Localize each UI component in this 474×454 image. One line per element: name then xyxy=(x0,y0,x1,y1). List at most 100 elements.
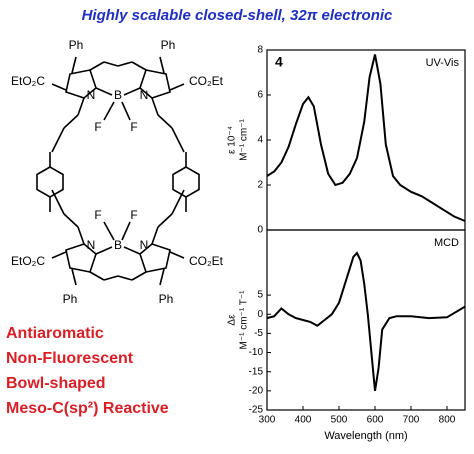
atom-label: N xyxy=(87,88,96,102)
bond xyxy=(51,139,59,153)
bond xyxy=(57,201,65,215)
atom-label: N xyxy=(87,238,96,252)
plot-frame xyxy=(266,49,466,231)
bond xyxy=(103,101,115,121)
bond xyxy=(103,275,119,281)
bond xyxy=(177,189,185,203)
atom-label: F xyxy=(94,208,101,222)
y-tick-label: -5 xyxy=(254,328,263,339)
atom-label: F xyxy=(94,120,101,134)
bond xyxy=(57,127,65,141)
x-tick-label: 400 xyxy=(295,415,312,426)
y-tick-label: 2 xyxy=(257,180,263,191)
atom-label: F xyxy=(130,120,137,134)
atom-label: N xyxy=(140,238,149,252)
feature-text: Meso-C(sp²) Reactive xyxy=(6,400,169,417)
bond xyxy=(117,275,133,281)
y-tick-label: -20 xyxy=(249,385,264,396)
atom-label: B xyxy=(114,88,122,102)
bond xyxy=(51,251,67,259)
bond xyxy=(103,221,115,241)
bond xyxy=(95,246,113,255)
atom-label: EtO₂C xyxy=(11,74,45,88)
molecule-structure xyxy=(36,56,200,286)
bond xyxy=(121,221,131,241)
bond xyxy=(159,268,165,286)
y-tick-label: 0 xyxy=(257,225,263,236)
bond xyxy=(63,114,79,129)
bond xyxy=(51,189,59,203)
atom-label: Ph xyxy=(159,292,174,306)
plot-frame xyxy=(266,229,466,411)
data-line xyxy=(266,54,466,222)
title: Highly scalable closed-shell, 32π electr… xyxy=(82,7,393,24)
bond xyxy=(177,139,185,153)
feature-text: Antiaromatic xyxy=(6,325,104,342)
data-line xyxy=(266,251,466,392)
bond xyxy=(159,56,165,74)
y-axis-label: ε 10⁻⁴ xyxy=(227,126,238,154)
bond xyxy=(71,268,77,286)
x-axis-label: Wavelength (nm) xyxy=(324,430,407,442)
y-tick-label: 5 xyxy=(257,290,263,301)
y-tick-label: 0 xyxy=(257,309,263,320)
ring xyxy=(139,243,171,273)
bond xyxy=(89,271,105,281)
atom-label: F xyxy=(130,208,137,222)
bond xyxy=(123,87,141,96)
x-tick-label: 300 xyxy=(259,415,276,426)
x-tick-label: 700 xyxy=(403,415,420,426)
bond xyxy=(131,271,147,281)
y-axis-label: M⁻¹ cm⁻¹ T⁻¹ xyxy=(239,290,250,350)
benzene-ring xyxy=(36,166,64,198)
bond xyxy=(123,246,141,255)
y-tick-label: -25 xyxy=(249,405,264,416)
ring xyxy=(65,243,97,273)
atom-label: N xyxy=(140,88,149,102)
ring xyxy=(65,69,97,99)
y-tick-label: -15 xyxy=(249,366,264,377)
atom-label: EtO₂C xyxy=(11,254,45,268)
atom-label: B xyxy=(114,238,122,252)
annotation: UV-Vis xyxy=(426,57,460,69)
bond xyxy=(71,56,77,74)
y-tick-label: 4 xyxy=(257,135,263,146)
x-tick-label: 800 xyxy=(439,415,456,426)
annotation: MCD xyxy=(434,237,459,249)
bond xyxy=(77,226,85,245)
bond xyxy=(117,61,133,67)
bond xyxy=(169,83,185,91)
ring xyxy=(139,69,171,99)
bond xyxy=(157,114,173,129)
bond xyxy=(95,87,113,96)
bond xyxy=(121,101,131,121)
bond xyxy=(131,61,147,71)
bond xyxy=(151,97,159,116)
atom-label: Ph xyxy=(63,292,78,306)
bond xyxy=(63,213,79,228)
feature-text: Bowl-shaped xyxy=(6,375,106,392)
y-tick-label: 8 xyxy=(257,45,263,56)
benzene-ring xyxy=(172,166,200,198)
atom-label: CO₂Et xyxy=(189,254,224,268)
bond xyxy=(89,61,105,71)
bond xyxy=(77,97,85,116)
bond xyxy=(103,61,119,67)
y-axis-label: M⁻¹ cm⁻¹ xyxy=(239,119,250,161)
x-tick-label: 600 xyxy=(367,415,384,426)
y-tick-label: 6 xyxy=(257,90,263,101)
atom-label: Ph xyxy=(69,38,84,52)
atom-label: Ph xyxy=(161,38,176,52)
bond xyxy=(157,213,173,228)
bond xyxy=(51,83,67,91)
feature-text: Non-Fluorescent xyxy=(6,350,134,367)
bond xyxy=(171,201,179,215)
bond xyxy=(169,251,185,259)
atom-label: CO₂Et xyxy=(189,74,224,88)
annotation: 4 xyxy=(275,54,283,70)
bond xyxy=(151,226,159,245)
y-axis-label: Δε xyxy=(227,314,238,326)
y-tick-label: -10 xyxy=(249,347,264,358)
bond xyxy=(171,127,179,141)
